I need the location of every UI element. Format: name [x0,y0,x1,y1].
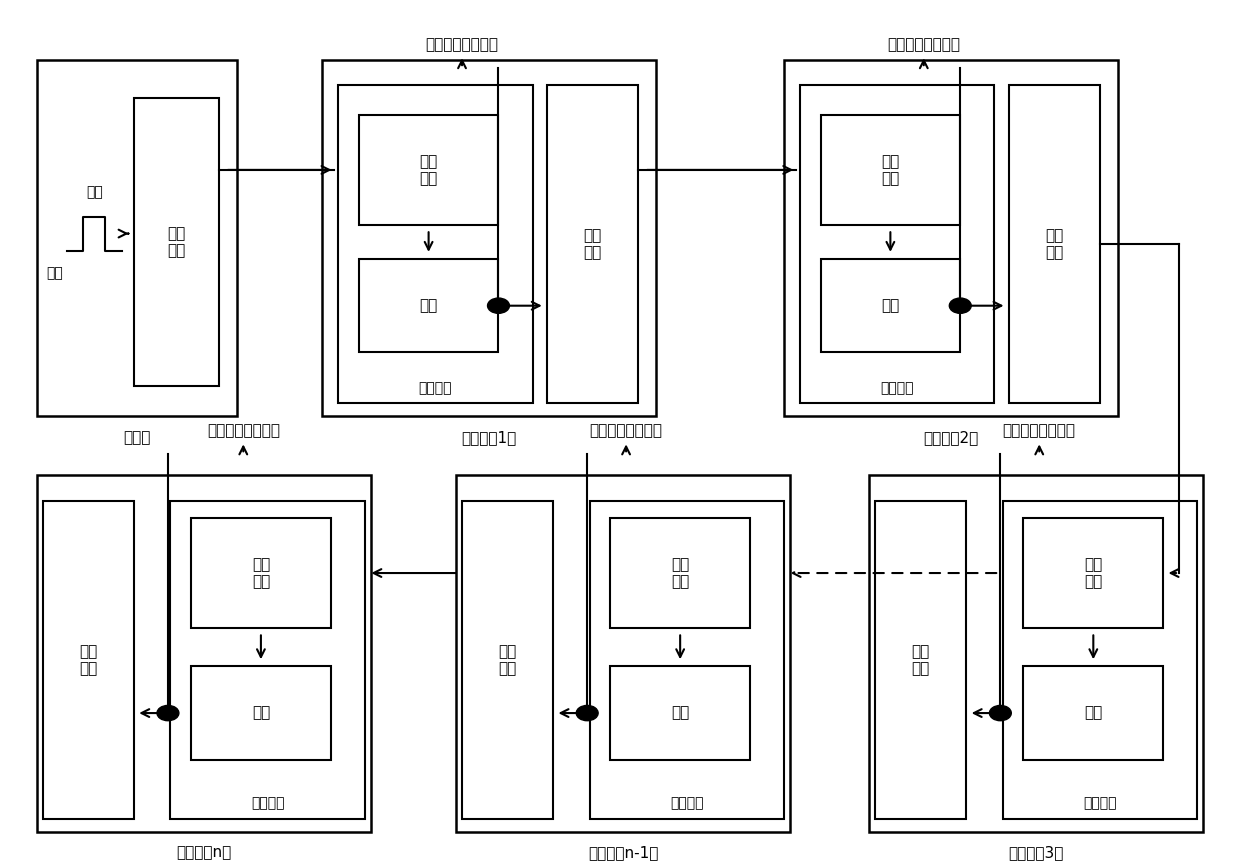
Text: 光纤
发送: 光纤 发送 [167,226,186,258]
Circle shape [990,706,1012,721]
Text: 光纤
发送: 光纤 发送 [79,643,98,676]
Text: 从节点（n-1）: 从节点（n-1） [588,845,658,861]
Text: 接收模块: 接收模块 [1084,797,1117,811]
Bar [610,667,750,759]
Text: 反相: 反相 [671,706,689,721]
Text: 光纤
发送: 光纤 发送 [1045,228,1064,261]
Bar [800,85,994,404]
Bar [134,98,219,386]
Text: 从节点（n）: 从节点（n） [176,845,232,861]
Text: 接收模块: 接收模块 [250,797,284,811]
Text: 光纤
发送: 光纤 发送 [911,643,930,676]
Bar [37,60,237,416]
Text: 开关机信号检测点: 开关机信号检测点 [425,36,498,52]
Text: 开关机信号检测点: 开关机信号检测点 [589,423,662,438]
Text: 反相: 反相 [882,298,899,313]
Text: 反相: 反相 [252,706,270,721]
Bar [463,501,553,819]
Bar [869,475,1203,832]
Bar [1009,85,1100,404]
Bar [37,475,371,832]
Text: 光纤
发送: 光纤 发送 [498,643,517,676]
Text: 接收模块: 接收模块 [670,797,703,811]
Text: 光纤
发送: 光纤 发送 [584,228,601,261]
Bar [322,60,656,416]
Bar [170,501,365,819]
Bar [547,85,639,404]
Bar [1003,501,1197,819]
Text: 主节点: 主节点 [123,430,150,445]
Text: 光纤
接收: 光纤 接收 [671,557,689,589]
Text: 光纤
接收: 光纤 接收 [419,153,438,186]
Circle shape [487,298,510,313]
Text: 接收模块: 接收模块 [880,381,914,395]
Text: 从节点（3）: 从节点（3） [1008,845,1064,861]
Bar [1023,667,1163,759]
Text: 光纤
接收: 光纤 接收 [882,153,899,186]
Bar [339,85,532,404]
Bar [589,501,784,819]
Bar [358,259,498,352]
Circle shape [577,706,598,721]
Text: 从节点（1）: 从节点（1） [461,430,517,445]
Bar [358,115,498,225]
Text: 开关机信号检测点: 开关机信号检测点 [1003,423,1076,438]
Bar [456,475,790,832]
Text: 从节点（2）: 从节点（2） [924,430,978,445]
Bar [821,259,960,352]
Text: 光纤
接收: 光纤 接收 [252,557,270,589]
Bar [610,518,750,628]
Text: 开关机信号检测点: 开关机信号检测点 [888,36,960,52]
Bar [191,667,331,759]
Text: 开机: 开机 [86,185,103,199]
Circle shape [950,298,971,313]
Bar [191,518,331,628]
Text: 关机: 关机 [47,266,63,280]
Circle shape [157,706,179,721]
Text: 光纤
接收: 光纤 接收 [1084,557,1102,589]
Bar [42,501,134,819]
Bar [821,115,960,225]
Text: 接收模块: 接收模块 [419,381,453,395]
Bar [875,501,966,819]
Bar [1023,518,1163,628]
Text: 反相: 反相 [419,298,438,313]
Bar [784,60,1118,416]
Text: 开关机信号检测点: 开关机信号检测点 [207,423,280,438]
Text: 反相: 反相 [1084,706,1102,721]
